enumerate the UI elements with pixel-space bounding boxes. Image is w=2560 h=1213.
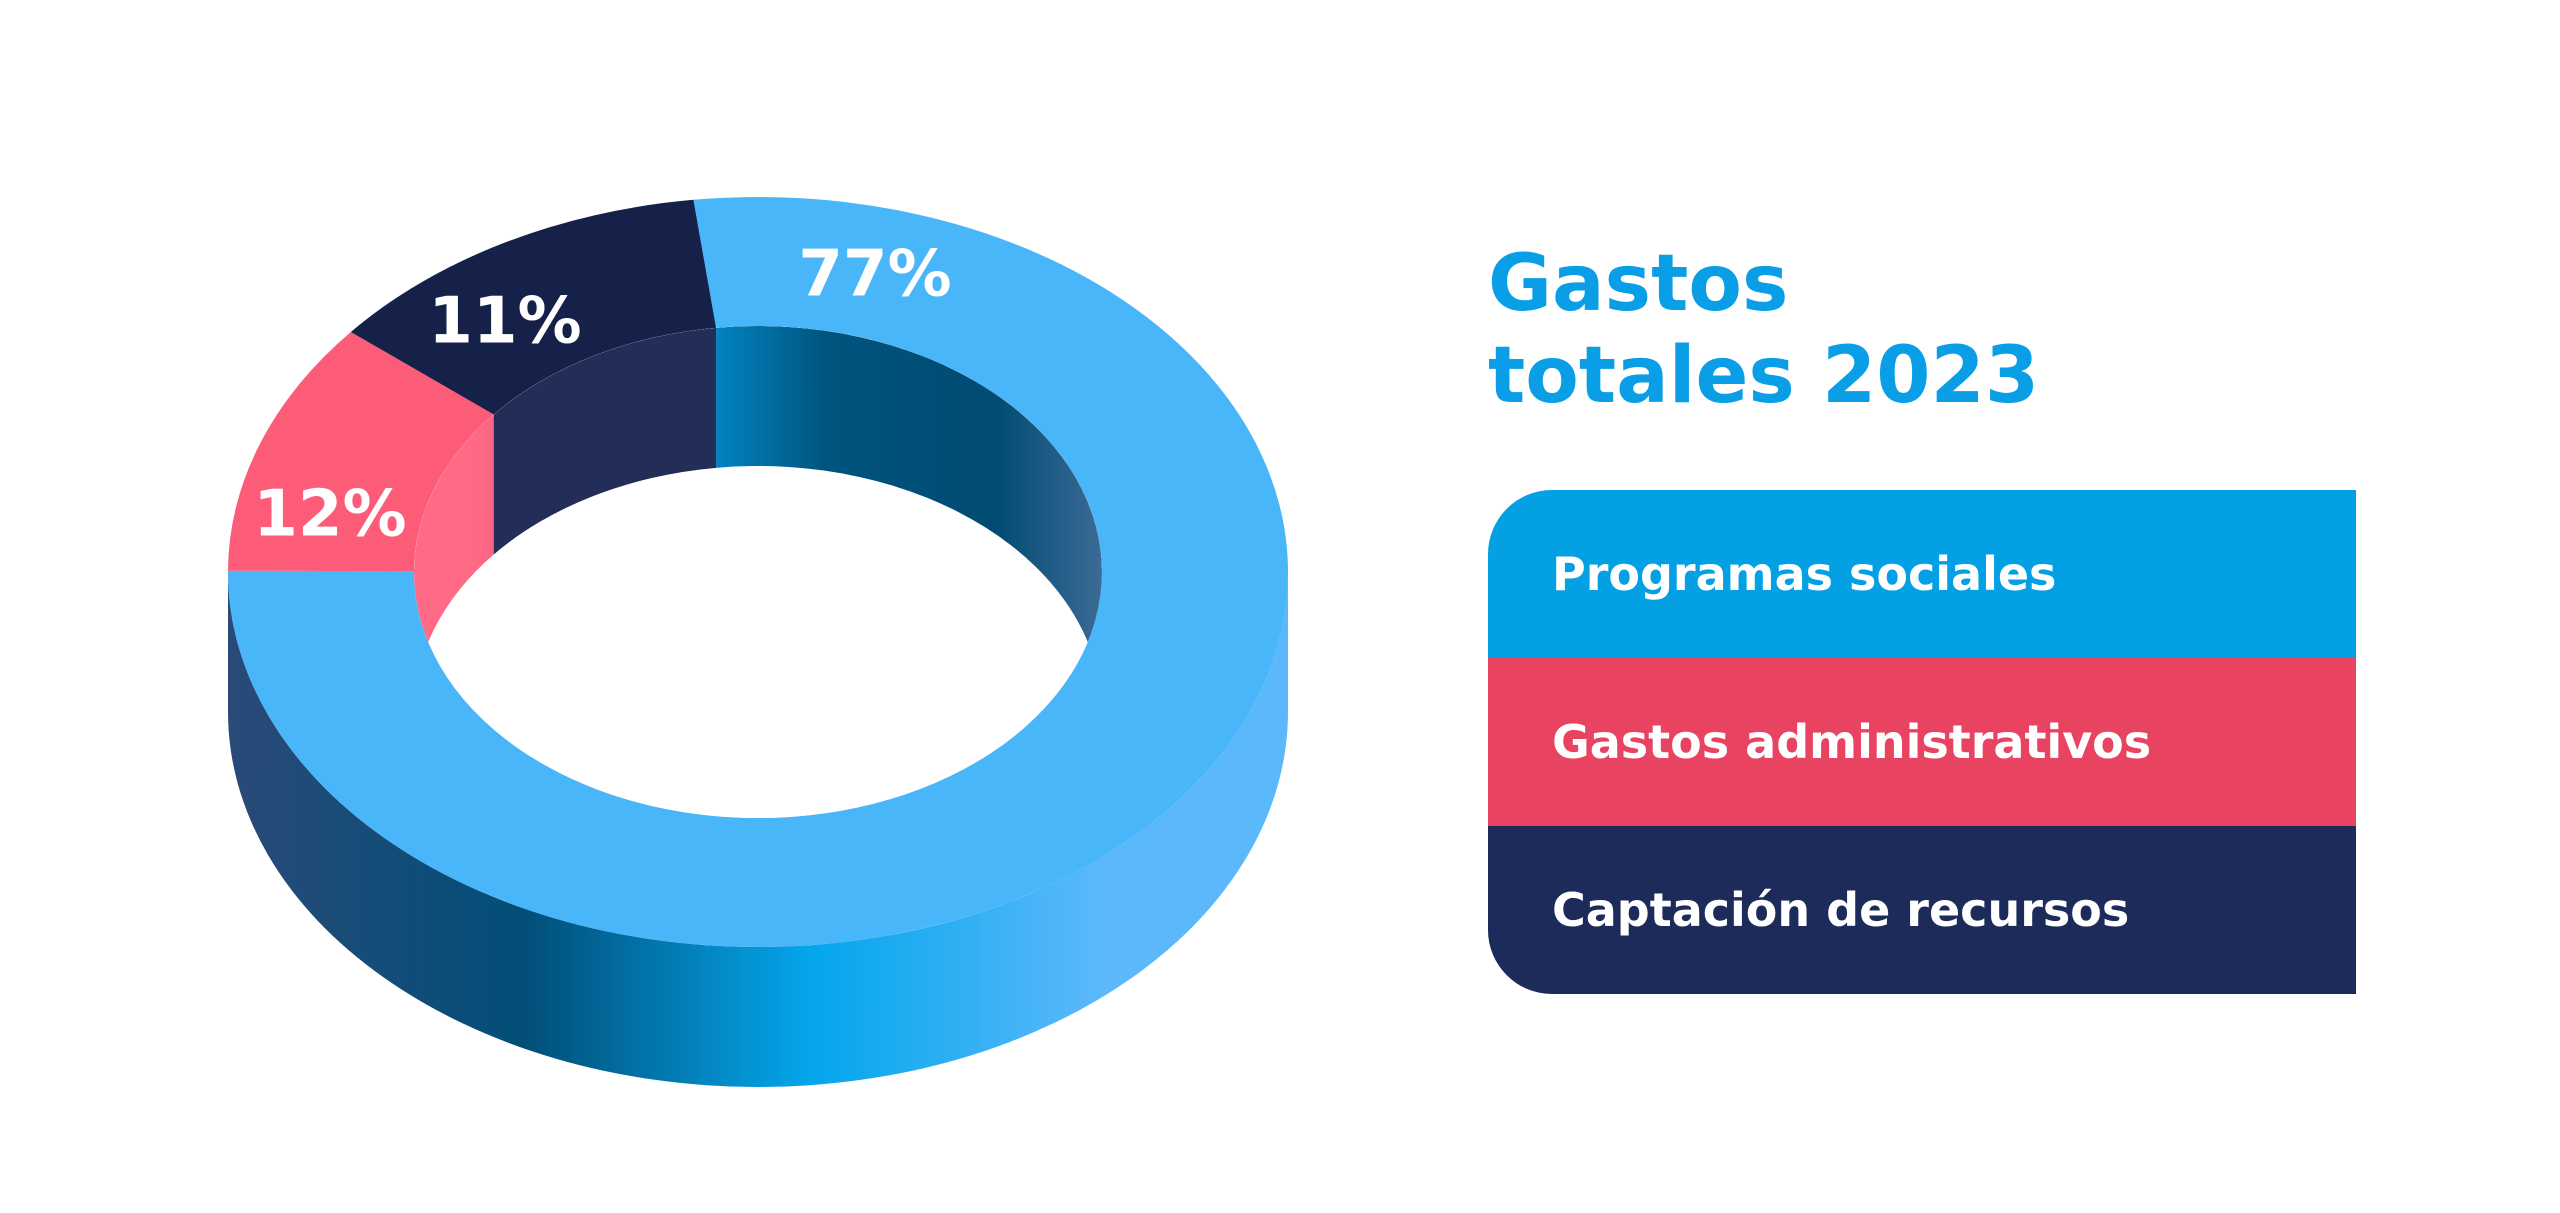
slice-gastos-administrativos [228, 331, 494, 572]
chart-title: Gastos totales 2023 [1488, 238, 2039, 422]
slice-captacion-de-recursos-inner-wall [493, 327, 717, 555]
legend-item-captacion-de-recursos: Captación de recursos [1488, 826, 2356, 994]
donut-outer-side [228, 572, 1288, 1087]
legend-label: Captación de recursos [1552, 883, 2130, 937]
legend-label: Programas sociales [1552, 547, 2057, 601]
chart-title-line-1: Gastos [1488, 239, 1789, 329]
slice-programas-sociales [227, 197, 1288, 947]
chart-title-line-2: totales 2023 [1488, 331, 2040, 421]
slice-captacion-de-recursos [350, 199, 717, 415]
legend-item-programas-sociales: Programas sociales [1488, 490, 2356, 658]
legend-label: Gastos administrativos [1552, 715, 2152, 769]
donut-inner-wall [414, 326, 1102, 713]
label-captacion-de-recursos: 12% [253, 478, 406, 552]
slice-programas-sociales-inner-wall [716, 326, 1102, 713]
legend: Programas sociales Gastos administrativo… [1488, 490, 2356, 994]
donut-chart: 77% 11% 12% [227, 197, 1288, 1087]
label-gastos-administrativos: 11% [428, 285, 581, 359]
label-programas-sociales: 77% [798, 238, 951, 312]
slice-gastos-administrativos-inner-wall [414, 414, 494, 712]
legend-item-gastos-administrativos: Gastos administrativos [1488, 658, 2356, 826]
